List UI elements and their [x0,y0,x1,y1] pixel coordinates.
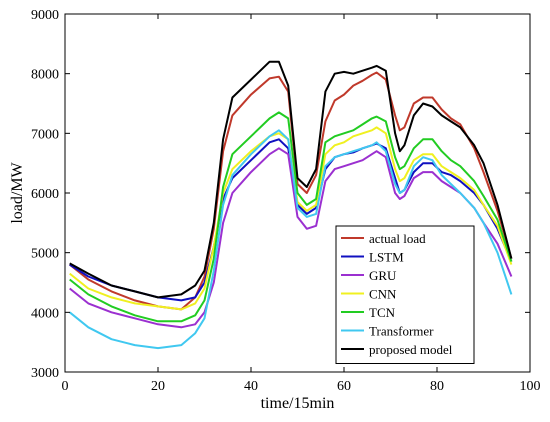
series-lines [69,60,513,350]
series-line-proposed-model [69,60,513,299]
y-tick-label: 8000 [31,68,59,83]
series-line-tcn [69,111,513,323]
y-tick-label: 4000 [31,306,59,321]
y-tick-label: 7000 [31,127,59,142]
x-tick-label: 0 [62,379,69,394]
legend-label: proposed model [369,342,453,357]
legend-label: GRU [369,268,397,283]
y-tick-label: 5000 [31,247,59,262]
legend-label: actual load [369,231,426,246]
legend: actual load LSTM GRU CNN TCN Transformer propo… [335,225,475,364]
legend-box [335,225,475,364]
legend-label: TCN [369,305,396,320]
x-tick-label: 40 [244,379,258,394]
x-tick-label: 20 [151,379,165,394]
y-tick-label: 3000 [31,366,59,381]
y-tick-label: 9000 [31,8,59,23]
series-line-actual-load [69,71,513,311]
axis-ticks: 0 20 40 60 80 100 3000 4000 5000 6000 7000 8000 9000 [31,8,541,394]
series-line-transformer [69,129,513,350]
x-tick-label: 60 [337,379,351,394]
legend-label: CNN [369,287,397,302]
legend-label: LSTM [369,250,404,265]
series-line-gru [69,147,513,329]
x-tick-label: 80 [430,379,444,394]
x-axis-title: time/15min [261,395,335,412]
legend-label: Transformer [369,324,434,339]
series-line-cnn [69,126,513,311]
y-tick-label: 6000 [31,187,59,202]
x-tick-label: 100 [520,379,541,394]
y-axis-title: load/MW [9,161,26,223]
